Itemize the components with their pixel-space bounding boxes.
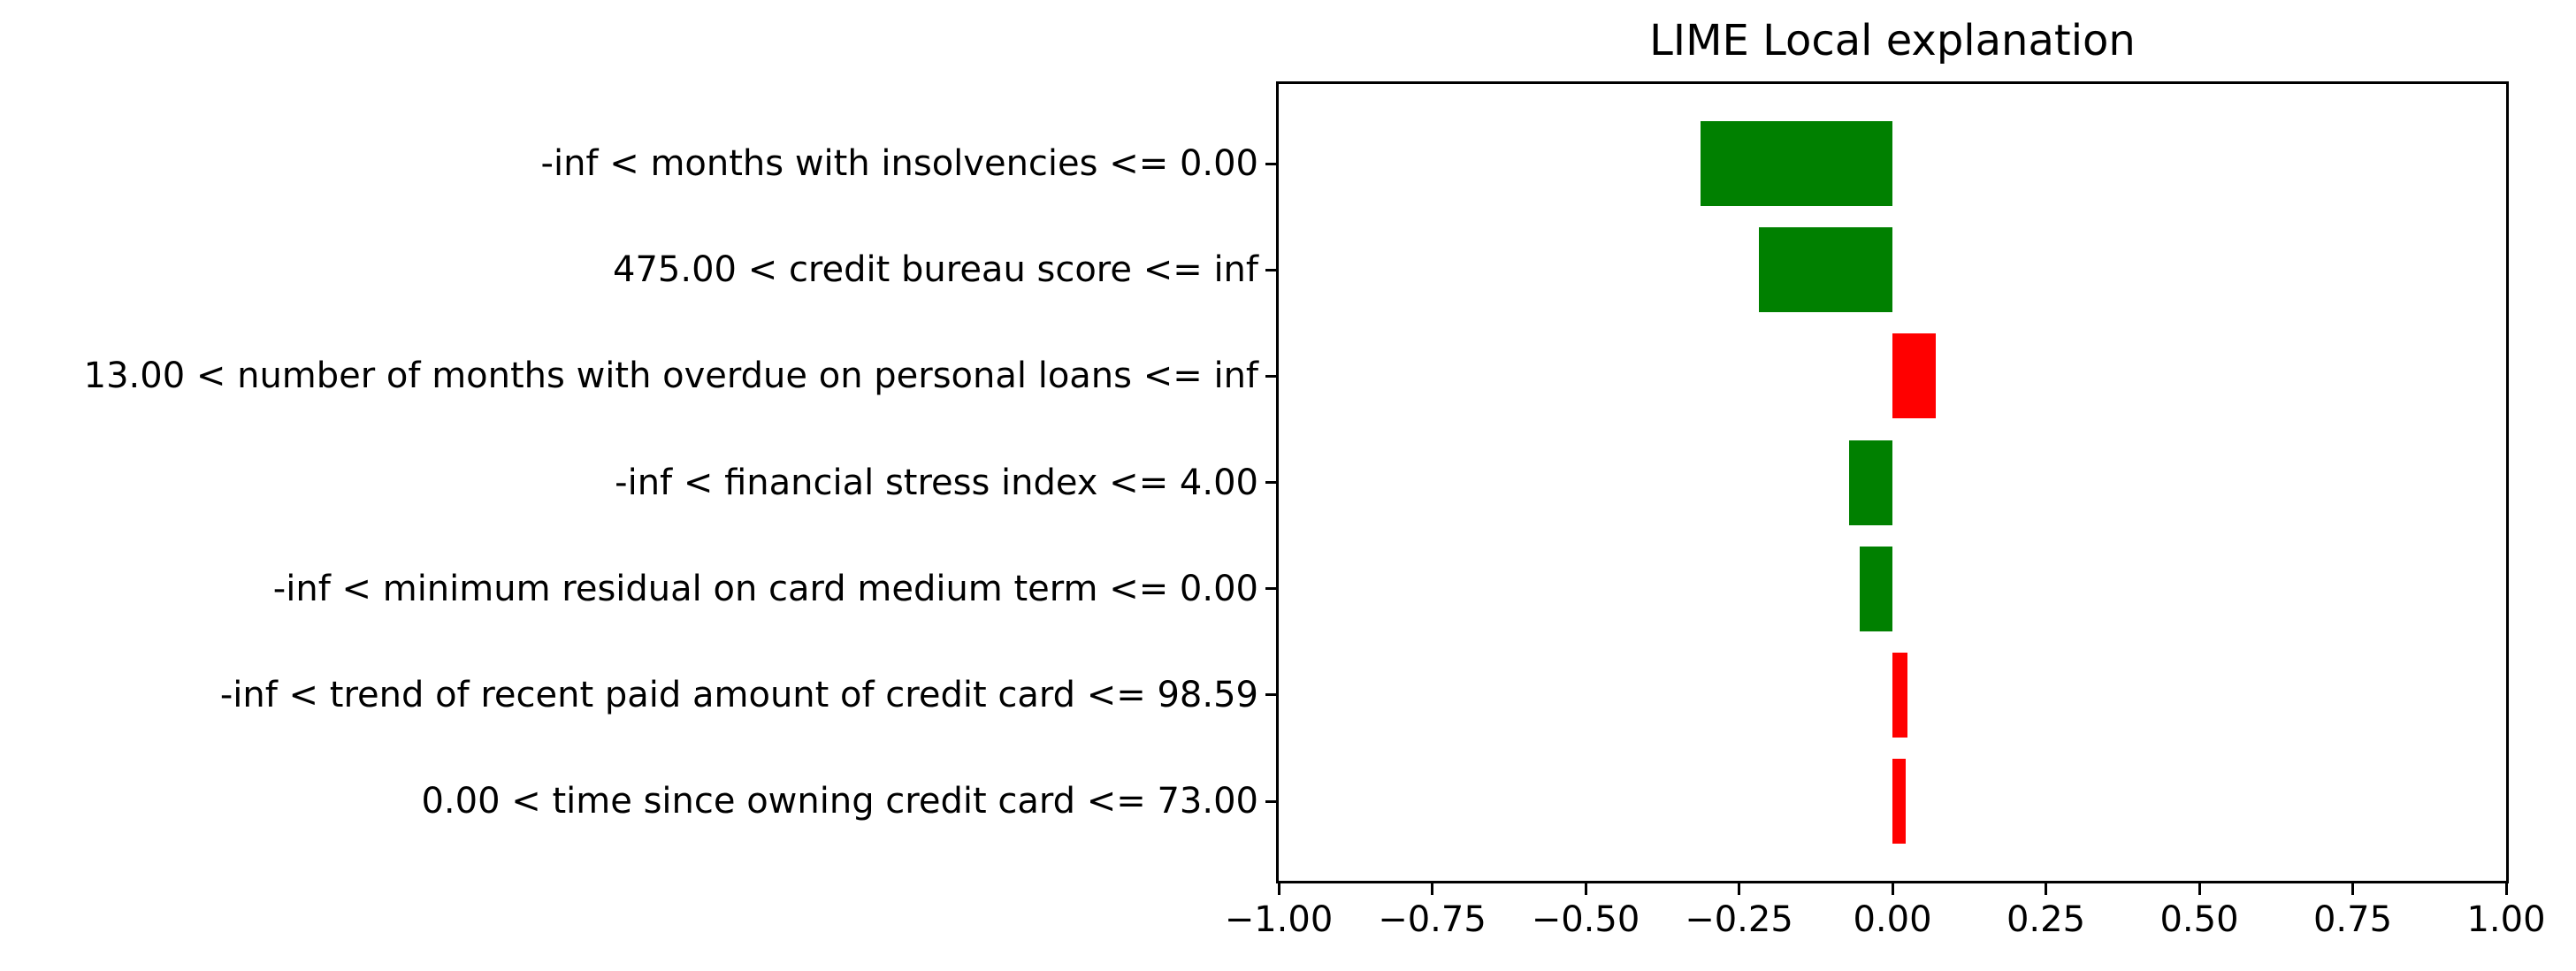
x-axis-tick	[1277, 883, 1280, 895]
bar	[1892, 759, 1906, 844]
x-axis-tick-label: −1.00	[1224, 899, 1334, 940]
x-axis-tick	[1738, 883, 1740, 895]
x-axis-tick-label: −0.25	[1685, 899, 1793, 940]
category-label: -inf < minimum residual on card medium t…	[272, 568, 1258, 609]
bar	[1892, 333, 1936, 419]
bar	[1849, 440, 1892, 525]
axes-frame	[1276, 81, 2509, 883]
category-label: -inf < trend of recent paid amount of cr…	[219, 674, 1258, 715]
y-axis-tick	[1265, 374, 1276, 378]
y-axis-tick	[1265, 587, 1276, 591]
x-axis-tick	[2198, 883, 2201, 895]
x-axis-tick	[1584, 883, 1587, 895]
bar	[1860, 546, 1892, 631]
x-axis-tick	[2045, 883, 2047, 895]
y-axis-tick	[1265, 268, 1276, 271]
x-axis-tick	[1431, 883, 1433, 895]
y-axis-tick	[1265, 162, 1276, 165]
x-axis-tick-label: 1.00	[2466, 899, 2546, 940]
x-axis-tick	[2351, 883, 2354, 895]
y-axis-tick	[1265, 693, 1276, 697]
bar	[1758, 227, 1892, 313]
x-axis-tick-label: 0.25	[2006, 899, 2086, 940]
category-label: -inf < months with insolvencies <= 0.00	[540, 143, 1258, 184]
x-axis-tick-label: 0.00	[1853, 899, 1932, 940]
x-axis-tick-label: 0.75	[2312, 899, 2393, 940]
chart-title: LIME Local explanation	[1649, 16, 2136, 65]
x-axis-tick	[1891, 883, 1894, 895]
category-label: 0.00 < time since owning credit card <= …	[421, 781, 1258, 822]
x-axis-tick-label: 0.50	[2159, 899, 2239, 940]
y-axis-tick	[1265, 481, 1276, 484]
bar	[1700, 121, 1892, 206]
x-axis-tick-label: −0.50	[1531, 899, 1640, 940]
category-label: 13.00 < number of months with overdue on…	[83, 356, 1258, 397]
category-label: 475.00 < credit bureau score <= inf	[613, 249, 1258, 291]
x-axis-tick-label: −0.75	[1378, 899, 1487, 940]
category-label: -inf < financial stress index <= 4.00	[615, 462, 1258, 503]
bar	[1892, 652, 1907, 738]
y-axis-tick	[1265, 799, 1276, 803]
x-axis-tick	[2504, 883, 2508, 895]
